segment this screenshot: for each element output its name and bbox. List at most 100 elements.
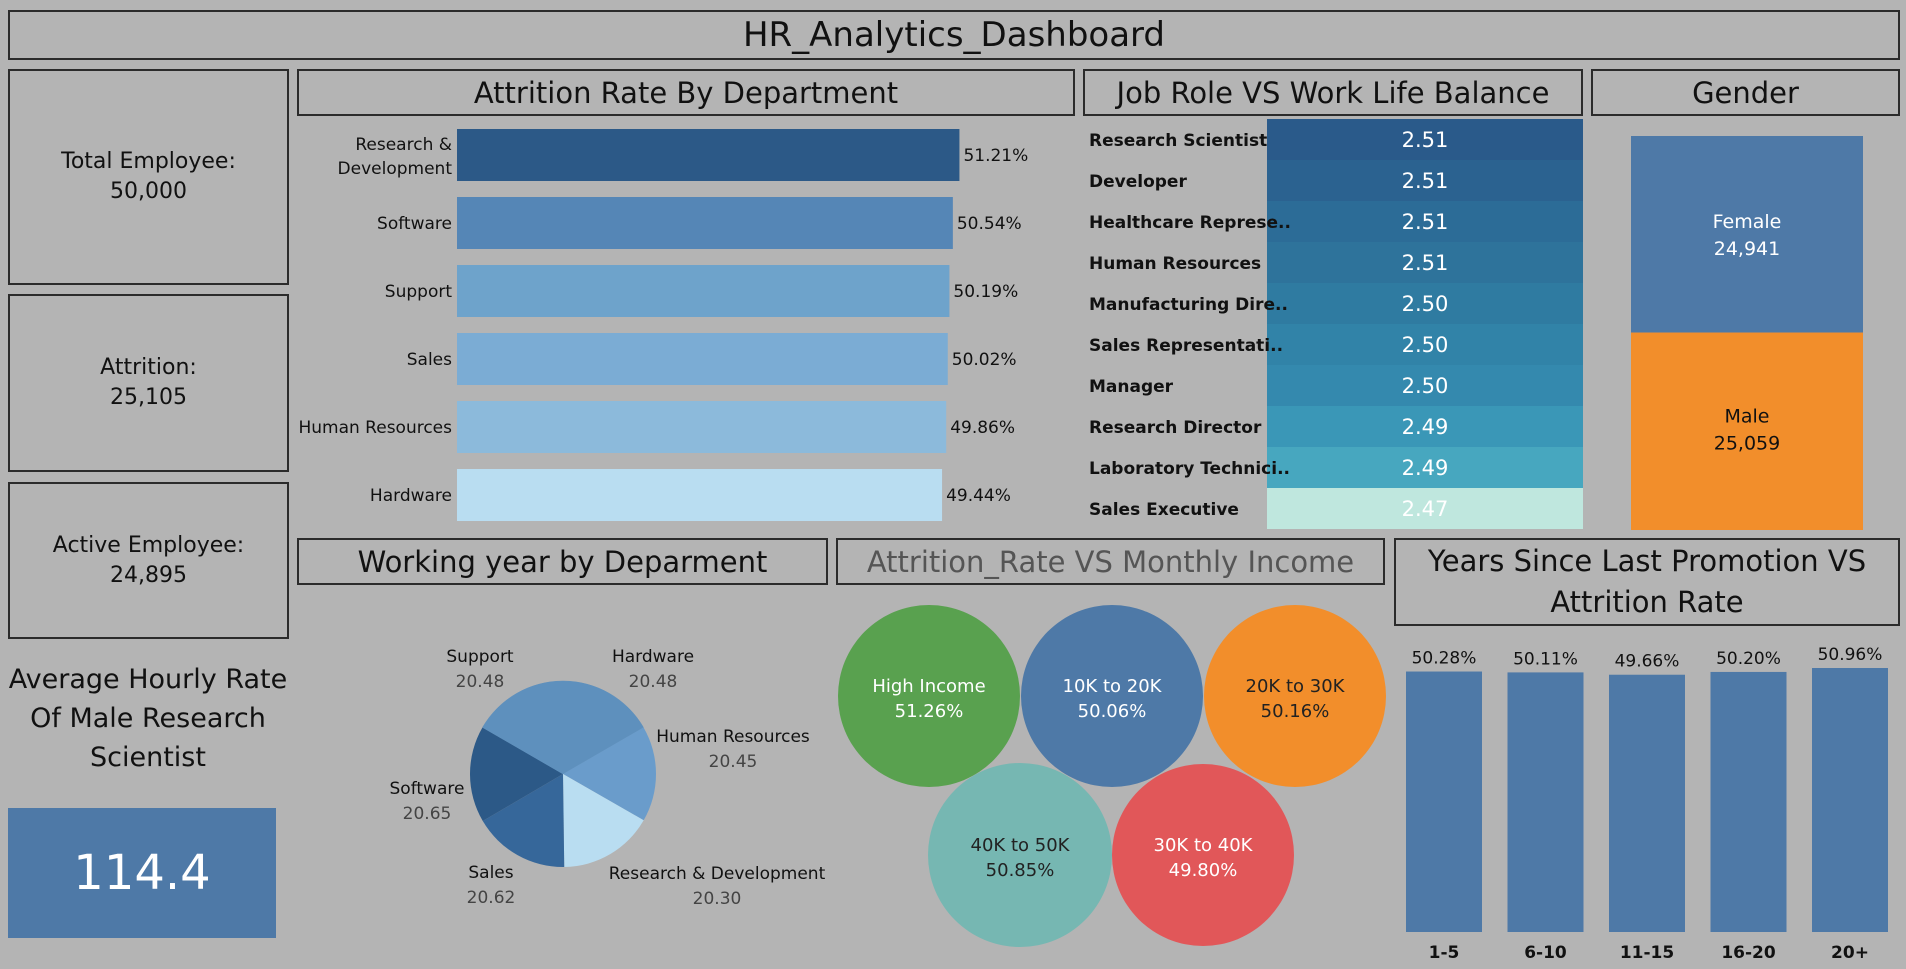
promotion-category-label: 6-10 — [1524, 943, 1567, 963]
promotion-category-label: 16-20 — [1721, 943, 1776, 963]
promotion-value-label: 50.96% — [1818, 645, 1883, 665]
income-bubble-value: 50.16% — [1261, 701, 1330, 722]
pie-value-label: 20.48 — [456, 672, 505, 692]
gender-value: 25,059 — [1714, 433, 1780, 455]
pie-slice — [563, 774, 644, 867]
promotion-value-label: 50.11% — [1513, 649, 1578, 669]
pie-value-label: 20.65 — [403, 804, 452, 824]
kpi-total-label: Total Employee: — [61, 149, 236, 174]
kpi-total-value: 50,000 — [110, 179, 187, 204]
income-bubble — [928, 763, 1112, 947]
promotion-bar — [1812, 668, 1888, 932]
income-panel-title-text: Attrition_Rate VS Monthly Income — [866, 544, 1355, 579]
promotion-category-label: 1-5 — [1429, 943, 1460, 963]
jobrole-cell — [1267, 324, 1583, 365]
jobrole-value: 2.50 — [1402, 292, 1449, 316]
kpi-active-value: 24,895 — [110, 562, 187, 588]
working-year-pie-chart: Hardware 20.48 Human Resources 20.45 Researc… — [390, 647, 826, 909]
dept-bar — [457, 469, 943, 521]
income-bubble-label: 40K to 50K — [971, 835, 1071, 856]
dept-attrition-chart: Research & Development 51.21% Software 50.54… — [298, 129, 1028, 521]
jobrole-label: Research Director — [1089, 418, 1262, 438]
jobrole-label: Sales Representati.. — [1089, 336, 1283, 356]
jobrole-worklife-chart: Research Scientist 2.51 Developer 2.51 Healt… — [1089, 119, 1583, 529]
pie-category-label: Software — [390, 779, 465, 799]
promotion-value-label: 49.66% — [1615, 652, 1680, 672]
dept-panel-title: Attrition Rate By Department — [297, 69, 1075, 116]
jobrole-cell — [1267, 447, 1583, 488]
kpi-active-employee: Active Employee: 24,895 — [8, 482, 289, 639]
dept-bar — [457, 333, 948, 385]
jobrole-label: Manufacturing Dire.. — [1089, 295, 1288, 315]
promotion-value-label: 50.28% — [1412, 649, 1477, 669]
avg-hourly-rate-value-box: 114.4 — [8, 808, 276, 938]
gender-label: Female — [1713, 211, 1782, 233]
income-bubble-value: 51.26% — [895, 701, 964, 722]
jobrole-value: 2.51 — [1402, 251, 1449, 275]
jobrole-value: 2.47 — [1402, 497, 1449, 521]
income-bubble-label: 20K to 30K — [1246, 676, 1346, 697]
promotion-value-label: 50.20% — [1716, 649, 1781, 669]
kpi-attrition-value: 25,105 — [110, 385, 187, 410]
dept-value-label: 50.19% — [953, 282, 1018, 302]
jobrole-label: Sales Executive — [1089, 500, 1239, 520]
kpi-attrition-label: Attrition: — [100, 355, 197, 380]
dept-category-label: Human Resources — [298, 418, 452, 438]
gender-panel-title: Gender — [1591, 69, 1900, 116]
promotion-bar — [1609, 674, 1685, 932]
income-bubble-value: 49.80% — [1169, 860, 1238, 881]
jobrole-cell — [1267, 160, 1583, 201]
dept-category-label: Sales — [407, 350, 452, 370]
dept-bar — [457, 265, 950, 317]
dept-value-label: 50.02% — [952, 350, 1017, 370]
promotion-bar-chart: 50.28% 1-5 50.11% 6-10 49.66% 11-15 50.20% 16-2… — [1406, 645, 1888, 963]
pie-category-label: Sales — [468, 863, 513, 883]
income-bubble-value: 50.85% — [986, 860, 1055, 881]
gender-segment — [1631, 332, 1863, 530]
dept-category-label: Hardware — [370, 486, 452, 506]
dept-category-label: Software — [377, 214, 452, 234]
dept-value-label: 49.86% — [950, 418, 1015, 438]
dashboard-title-text: HR_Analytics_Dashboard — [742, 15, 1166, 55]
working-year-panel-title: Working year by Deparment — [297, 538, 828, 585]
jobrole-cell — [1267, 119, 1583, 160]
income-bubble — [1112, 764, 1294, 946]
pie-category-label: Human Resources — [656, 727, 810, 747]
avg-hourly-rate-value: 114.4 — [73, 845, 211, 901]
avg-hourly-rate-title: Average Hourly Rate Of Male Research Sci… — [8, 664, 288, 773]
income-panel-title: Attrition_Rate VS Monthly Income — [836, 538, 1385, 585]
jobrole-label: Human Resources — [1089, 254, 1261, 274]
dept-value-label: 51.21% — [963, 146, 1028, 166]
gender-chart: Female 24,941 Male 25,059 — [1631, 136, 1863, 530]
dept-category-label: Development — [338, 159, 453, 179]
jobrole-label: Developer — [1089, 172, 1187, 192]
dept-bar — [457, 129, 960, 181]
jobrole-cell — [1267, 365, 1583, 406]
pie-category-label: Support — [446, 647, 514, 667]
pie-value-label: 20.30 — [693, 889, 742, 909]
pie-category-label: Hardware — [612, 647, 694, 667]
pie-slice — [470, 727, 563, 822]
jobrole-value: 2.51 — [1402, 210, 1449, 234]
kpi-active-label: Active Employee: — [52, 532, 245, 558]
dept-panel-title-text: Attrition Rate By Department — [473, 75, 899, 110]
pie-value-label: 20.48 — [629, 672, 678, 692]
promotion-category-label: 11-15 — [1620, 943, 1674, 963]
pie-slice — [482, 680, 564, 775]
jobrole-label: Healthcare Represe.. — [1089, 213, 1291, 233]
jobrole-value: 2.49 — [1402, 456, 1449, 480]
dept-bar — [457, 401, 947, 453]
gender-label: Male — [1724, 406, 1769, 428]
income-bubble — [1204, 605, 1386, 787]
pie-slice — [482, 774, 565, 867]
dept-category-label: Support — [385, 282, 453, 302]
jobrole-label: Laboratory Technici.. — [1089, 459, 1290, 479]
jobrole-value: 2.50 — [1402, 333, 1449, 357]
jobrole-value: 2.49 — [1402, 415, 1449, 439]
pie-value-label: 20.62 — [467, 888, 516, 908]
jobrole-value: 2.50 — [1402, 374, 1449, 398]
jobrole-cell — [1267, 488, 1583, 529]
promotion-panel-title-text: Years Since Last Promotion VS Attrition … — [1427, 544, 1867, 619]
working-year-panel-title-text: Working year by Deparment — [357, 544, 768, 579]
gender-segment — [1631, 136, 1863, 333]
